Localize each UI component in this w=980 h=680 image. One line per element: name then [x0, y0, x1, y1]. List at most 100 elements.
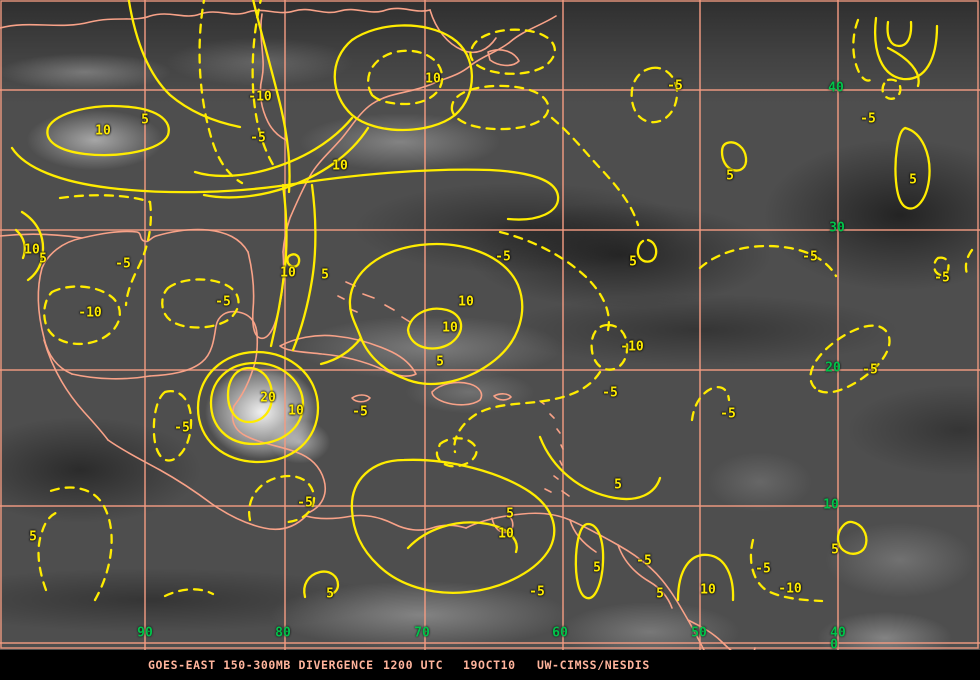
latitude-label: 10	[823, 497, 839, 513]
contour-solid-path	[348, 242, 524, 386]
coastline-path	[465, 512, 705, 650]
caption-bar: GOES-EAST 150-300MB DIVERGENCE 1200 UTC …	[0, 650, 980, 680]
contour-label: 20	[260, 390, 276, 406]
contour-label: -5	[174, 420, 190, 436]
longitude-label: 50	[691, 625, 707, 641]
contour-solid-path	[350, 458, 556, 594]
contour-label: -5	[495, 249, 511, 265]
contour-solid-path	[14, 228, 26, 260]
latitude-label: 0	[830, 637, 838, 653]
contour-label: -5	[860, 111, 876, 127]
contour-solid-path	[874, 16, 939, 81]
contour-solid-path	[127, 0, 242, 129]
contour-solid-path	[894, 126, 931, 210]
contour-solid-path	[886, 20, 913, 48]
contour-dashed-path	[58, 194, 152, 204]
contour-label: 5	[593, 560, 601, 576]
contour-label: 5	[326, 586, 334, 602]
contour-dashed-path	[124, 200, 152, 307]
contour-solid-path	[269, 183, 288, 348]
contour-dashed-path	[964, 248, 974, 278]
labels-layer: 10 5 -10 -5 10 10 -5 -5 5 5 10 5 -5 -10 -5 10 5 -5 10 10 5 5-…	[24, 72, 950, 653]
contour-label: -10	[248, 89, 272, 105]
contour-solid-path	[251, 0, 291, 194]
map-frame-border	[0, 0, 979, 649]
contour-label: 10	[288, 403, 304, 419]
contour-dashed-path	[251, 0, 277, 170]
contour-dashed-path	[881, 78, 902, 100]
contour-solid-path	[319, 336, 363, 366]
contour-label: 10	[700, 582, 716, 598]
contour-dashed-path	[469, 28, 556, 75]
contour-dashed-path	[453, 370, 602, 454]
coastline-path	[337, 281, 411, 323]
contour-solid-path	[202, 126, 370, 199]
contour-label: -5	[297, 495, 313, 511]
contour-label: 10	[332, 158, 348, 174]
contour-label: -5	[215, 294, 231, 310]
contour-label: -5	[602, 385, 618, 401]
longitude-label: 80	[275, 625, 291, 641]
contour-label: -5	[529, 584, 545, 600]
contour-label: 10	[498, 526, 514, 542]
coastline-path	[107, 439, 307, 531]
contour-solid-path	[303, 570, 340, 599]
coastline-path	[487, 49, 520, 67]
contour-label: -5	[862, 362, 878, 378]
latitude-label: 40	[828, 80, 844, 96]
contour-label: 10	[24, 242, 40, 258]
contour-label: 5	[29, 529, 37, 545]
contour-label: 5	[629, 254, 637, 270]
coastline-path	[493, 393, 512, 401]
satellite-image: 10 5 -10 -5 10 10 -5 -5 5 5 10 5 -5 -10 -5 10 5 -5 10 10 5 5-…	[0, 0, 980, 653]
contour-layer	[10, 0, 974, 603]
coastline-path	[149, 310, 259, 407]
longitude-label: 40	[830, 625, 846, 641]
contour-solid-path	[720, 141, 748, 172]
contour-dashed-path	[550, 116, 640, 227]
contour-label: 5	[909, 172, 917, 188]
contour-dashed-path	[163, 588, 215, 598]
contour-solid-path	[196, 350, 320, 464]
contour-label: 5	[656, 586, 664, 602]
contour-solid-path	[193, 116, 354, 178]
contour-dashed-path	[450, 84, 550, 131]
contour-dashed-path	[852, 18, 875, 82]
coastline-path	[282, 15, 557, 253]
contour-dashed-path	[590, 323, 629, 371]
contour-label: -5	[667, 78, 683, 94]
contour-label: -5	[720, 406, 736, 422]
contour-solid-path	[10, 146, 560, 221]
contour-solid-path	[676, 553, 735, 602]
coastline-path	[279, 334, 417, 377]
contour-dashed-path	[248, 474, 316, 524]
coastline-path	[259, 13, 287, 141]
contour-dashed-path	[498, 230, 610, 332]
coastline-path	[429, 9, 497, 54]
coastline-path	[71, 373, 151, 380]
contour-solid-path	[886, 46, 920, 88]
contour-label: 10	[280, 265, 296, 281]
latitude-label: 30	[829, 220, 845, 236]
longitude-label: 70	[414, 625, 430, 641]
contour-solid-path	[209, 361, 305, 446]
caption-date: 19OCT10	[463, 658, 516, 672]
contour-dashed-path	[198, 0, 244, 185]
longitude-label: 60	[552, 625, 568, 641]
contour-label: 5	[321, 267, 329, 283]
caption-time: 1200 UTC	[383, 658, 444, 672]
contour-solid-path	[291, 183, 317, 352]
contour-label: 10	[458, 294, 474, 310]
contour-label: 5	[831, 542, 839, 558]
contour-solid-path	[538, 435, 662, 501]
coastline-path	[37, 267, 73, 375]
contour-label: -5	[250, 130, 266, 146]
coastline-path	[351, 394, 371, 403]
contour-dashed-path	[630, 66, 679, 124]
coastline-path	[617, 544, 673, 609]
contour-label: 5	[726, 168, 734, 184]
contour-label: 5	[436, 354, 444, 370]
contour-dashed-path	[161, 278, 240, 329]
contour-dashed-path	[46, 486, 113, 602]
